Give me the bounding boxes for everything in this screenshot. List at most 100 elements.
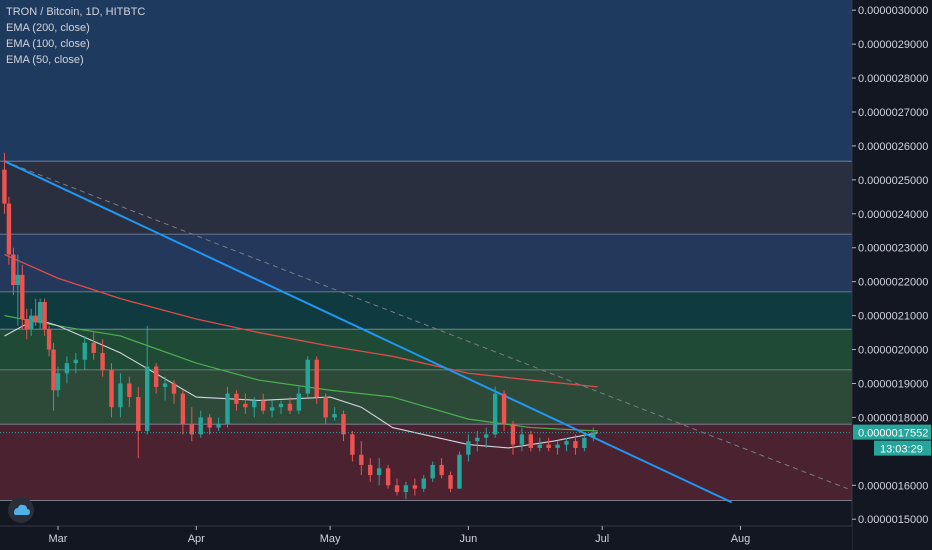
time-tick-label: May	[320, 533, 341, 545]
candle-body	[492, 393, 498, 435]
time-tick-label: Jun	[460, 533, 478, 545]
price-tick-label: 0.0000029000	[858, 39, 928, 51]
candle-body	[314, 359, 319, 398]
zone-band	[0, 234, 852, 292]
ema100-line	[4, 315, 598, 432]
candle-body	[252, 400, 257, 408]
candle-body	[145, 366, 150, 431]
zone-band	[0, 369, 852, 425]
dashed-trendline	[4, 160, 848, 490]
countdown-label-bg	[874, 440, 931, 456]
ema50-line	[4, 318, 598, 449]
candle-body	[546, 444, 551, 448]
candle-body	[37, 302, 43, 323]
candle-body	[64, 363, 70, 374]
candle-body	[51, 349, 56, 391]
candle-body	[198, 417, 203, 435]
candle-body	[421, 478, 426, 489]
price-tick-label: 0.0000020000	[858, 345, 928, 357]
candle-body	[403, 485, 409, 493]
candle-body	[430, 464, 435, 479]
candle-body	[207, 417, 212, 428]
candle-body	[2, 169, 7, 204]
candle-body	[439, 464, 444, 476]
candle-body	[412, 485, 418, 489]
candle-body	[332, 414, 337, 418]
candle-body	[376, 468, 382, 476]
countdown-label: 13:03:29	[880, 444, 923, 456]
candle-body	[189, 424, 195, 435]
legend-ema50[interactable]: EMA (50, close)	[6, 54, 84, 66]
zone-band	[0, 161, 852, 235]
candle-body	[287, 403, 293, 411]
candle-body	[323, 397, 328, 418]
candle-body	[33, 315, 38, 323]
candle-body	[153, 366, 159, 387]
candle-body	[573, 441, 578, 448]
candle-body	[6, 203, 12, 255]
candle-body	[127, 383, 132, 398]
candle-body	[528, 434, 534, 448]
candle-body	[42, 302, 47, 330]
price-tick-label: 0.0000026000	[858, 141, 928, 153]
candle-body	[243, 403, 248, 408]
current-price-label-bg	[853, 424, 931, 440]
price-tick-label: 0.0000019000	[858, 378, 928, 390]
candle-body	[350, 434, 355, 455]
candle-body	[466, 441, 471, 455]
legend-symbol[interactable]: TRON / Bitcoin, 1D, HITBTC	[6, 6, 146, 18]
candle-body	[260, 400, 266, 411]
candle-body	[591, 432, 596, 438]
candle-body	[341, 414, 346, 435]
tradingview-logo-icon[interactable]	[8, 497, 34, 523]
candle-body	[582, 437, 587, 448]
candle-body	[82, 342, 87, 360]
candle-body	[109, 369, 114, 408]
candle-body	[118, 383, 123, 408]
price-tick-label: 0.0000027000	[858, 107, 928, 119]
candle-body	[15, 274, 21, 286]
candle-body	[385, 468, 391, 486]
candle-body	[278, 403, 284, 408]
zone-band	[0, 424, 852, 501]
candle-body	[555, 444, 560, 448]
candle-body	[171, 383, 177, 394]
candle-body	[234, 393, 239, 404]
chart-legend: TRON / Bitcoin, 1D, HITBTC EMA (200, clo…	[6, 4, 145, 68]
candle-body	[519, 434, 525, 445]
candle-body	[46, 329, 52, 350]
price-tick-label: 0.0000016000	[858, 480, 928, 492]
candle-body	[20, 274, 25, 319]
price-tick-label: 0.0000018000	[858, 412, 928, 424]
candle-body	[136, 397, 141, 431]
candle-body	[368, 464, 373, 476]
ema200-line	[4, 253, 598, 388]
candle-body	[180, 393, 186, 425]
candle-body	[448, 475, 453, 489]
legend-ema200[interactable]: EMA (200, close)	[6, 22, 90, 34]
candle-body	[484, 434, 489, 438]
price-axis-panel	[852, 0, 932, 550]
zone-band	[0, 291, 852, 330]
candle-body	[162, 383, 168, 387]
candle-body	[457, 454, 462, 489]
candle-body	[24, 318, 29, 330]
candle-body	[394, 485, 400, 493]
candle-body	[305, 359, 310, 394]
price-tick-label: 0.0000024000	[858, 209, 928, 221]
candle-body	[100, 352, 105, 370]
candle-body	[73, 359, 79, 364]
candle-body	[475, 437, 480, 442]
candle-body	[55, 373, 61, 391]
time-axis-panel	[0, 526, 852, 550]
candle-body	[359, 454, 364, 465]
candle-body	[91, 342, 96, 353]
zone-band	[0, 0, 852, 162]
candle-body	[216, 424, 221, 428]
time-tick-label: Mar	[49, 533, 68, 545]
legend-ema100[interactable]: EMA (100, close)	[6, 38, 90, 50]
price-tick-label: 0.0000028000	[858, 73, 928, 85]
time-tick-label: Apr	[188, 533, 205, 545]
candle-body	[11, 254, 16, 286]
